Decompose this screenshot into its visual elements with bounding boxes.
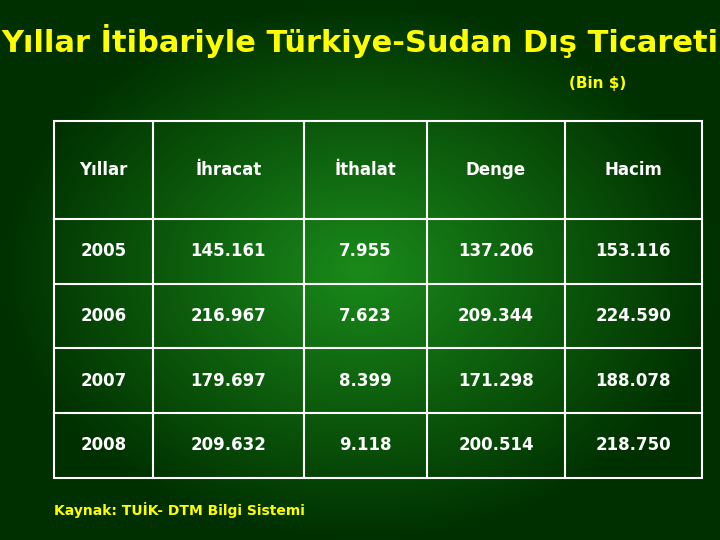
Text: 209.344: 209.344 (458, 307, 534, 325)
Text: 224.590: 224.590 (595, 307, 671, 325)
Text: Denge: Denge (466, 161, 526, 179)
Text: 218.750: 218.750 (595, 436, 671, 455)
Text: 188.078: 188.078 (595, 372, 671, 390)
Text: 2007: 2007 (80, 372, 127, 390)
Text: 200.514: 200.514 (458, 436, 534, 455)
Text: Yıllar: Yıllar (79, 161, 127, 179)
Text: 2008: 2008 (80, 436, 127, 455)
Text: Hacim: Hacim (604, 161, 662, 179)
Bar (54, 122, 702, 478)
Text: İhracat: İhracat (195, 161, 261, 179)
Text: 179.697: 179.697 (190, 372, 266, 390)
Text: 137.206: 137.206 (458, 242, 534, 260)
Text: 216.967: 216.967 (191, 307, 266, 325)
Text: (Bin $): (Bin $) (569, 76, 626, 91)
Text: 7.623: 7.623 (339, 307, 392, 325)
Text: Yıllar İtibariyle Türkiye-Sudan Dış Ticareti: Yıllar İtibariyle Türkiye-Sudan Dış Tica… (1, 24, 719, 57)
Text: 8.399: 8.399 (339, 372, 392, 390)
Text: 2005: 2005 (80, 242, 127, 260)
Text: İthalat: İthalat (335, 161, 397, 179)
Text: 7.955: 7.955 (339, 242, 392, 260)
Text: 171.298: 171.298 (458, 372, 534, 390)
Text: 209.632: 209.632 (190, 436, 266, 455)
Text: 153.116: 153.116 (595, 242, 671, 260)
Text: 9.118: 9.118 (339, 436, 392, 455)
Text: 145.161: 145.161 (191, 242, 266, 260)
Text: Kaynak: TUİK- DTM Bilgi Sistemi: Kaynak: TUİK- DTM Bilgi Sistemi (54, 502, 305, 518)
Text: 2006: 2006 (80, 307, 127, 325)
